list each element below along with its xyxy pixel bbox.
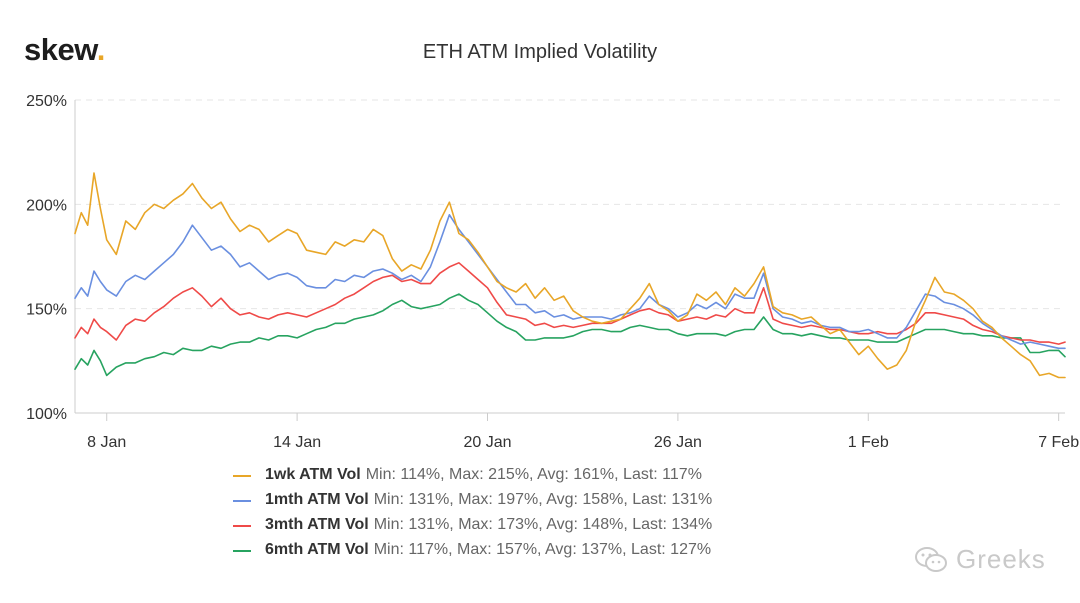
legend-name-3mth: 3mth ATM Vol bbox=[265, 516, 369, 533]
chart-title: ETH ATM Implied Volatility bbox=[422, 41, 658, 63]
xtick-label-5: 7 Feb bbox=[1038, 434, 1079, 451]
axes bbox=[74, 100, 1065, 421]
legend-item-1wk[interactable]: 1wk ATM Vol Min: 114%, Max: 215%, Avg: 1… bbox=[233, 462, 712, 487]
watermark-text: Greeks bbox=[956, 544, 1046, 574]
legend-stats-6mth: Min: 117%, Max: 157%, Avg: 137%, Last: 1… bbox=[373, 541, 712, 558]
skew-logo: skew. bbox=[24, 32, 105, 68]
ytick-label-250: 250% bbox=[26, 93, 67, 110]
legend-swatch-6mth bbox=[233, 549, 251, 552]
xtick-label-4: 1 Feb bbox=[848, 434, 889, 451]
xtick-label-1: 14 Jan bbox=[273, 434, 321, 451]
legend-swatch-3mth bbox=[233, 524, 251, 527]
chart-legend: 1wk ATM Vol Min: 114%, Max: 215%, Avg: 1… bbox=[233, 462, 712, 562]
tick-labels: 100% 150% 200% 250% 8 Jan 14 Jan 20 Jan 26 Jan 1… bbox=[26, 93, 1079, 451]
legend-stats-1wk: Min: 114%, Max: 215%, Avg: 161%, Last: 1… bbox=[365, 466, 702, 483]
series-lines bbox=[74, 172, 1066, 379]
ytick-label-100: 100% bbox=[26, 406, 67, 423]
legend-item-3mth[interactable]: 3mth ATM Vol Min: 131%, Max: 173%, Avg: … bbox=[233, 512, 712, 537]
series-line-3mth bbox=[74, 261, 1066, 345]
logo-dot: . bbox=[96, 32, 106, 67]
logo-text: skew bbox=[24, 32, 97, 67]
xtick-label-3: 26 Jan bbox=[654, 434, 702, 451]
ytick-label-200: 200% bbox=[26, 197, 67, 214]
grid-lines bbox=[75, 99, 1065, 310]
series-line-6mth bbox=[74, 293, 1066, 377]
xtick-label-2: 20 Jan bbox=[463, 434, 511, 451]
xtick-label-0: 8 Jan bbox=[87, 434, 126, 451]
legend-item-1mth[interactable]: 1mth ATM Vol Min: 131%, Max: 197%, Avg: … bbox=[233, 487, 712, 512]
ytick-label-150: 150% bbox=[26, 302, 67, 319]
greeks-watermark: Greeks bbox=[914, 544, 1046, 575]
series-line-1mth bbox=[74, 214, 1066, 350]
legend-item-6mth[interactable]: 6mth ATM Vol Min: 117%, Max: 157%, Avg: … bbox=[233, 537, 712, 562]
legend-name-1mth: 1mth ATM Vol bbox=[265, 491, 369, 508]
series-line-1wk bbox=[74, 172, 1066, 379]
legend-name-1wk: 1wk ATM Vol bbox=[265, 466, 361, 483]
legend-stats-3mth: Min: 131%, Max: 173%, Avg: 148%, Last: 1… bbox=[373, 516, 713, 533]
legend-swatch-1mth bbox=[233, 499, 251, 502]
legend-stats-1mth: Min: 131%, Max: 197%, Avg: 158%, Last: 1… bbox=[373, 491, 713, 508]
wechat-icon bbox=[915, 546, 947, 572]
legend-name-6mth: 6mth ATM Vol bbox=[265, 541, 369, 558]
legend-swatch-1wk bbox=[233, 474, 251, 477]
